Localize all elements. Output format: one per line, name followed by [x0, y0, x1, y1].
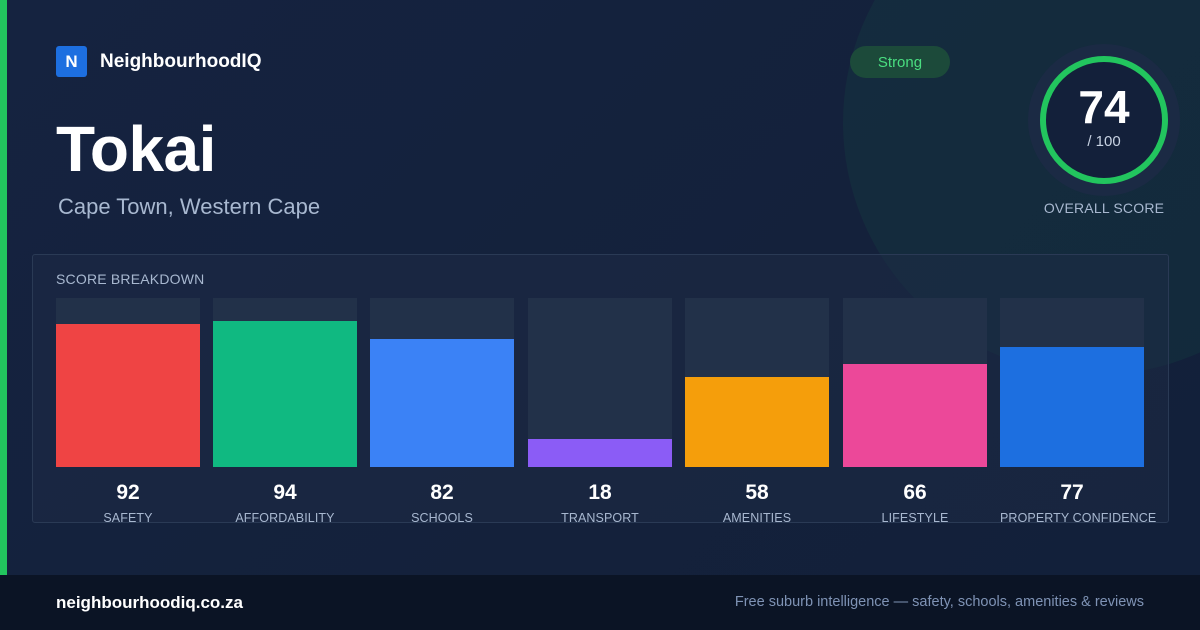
- score-bar-track: [370, 298, 514, 467]
- score-category: 66 LIFESTYLE: [843, 298, 987, 525]
- score-bar: [528, 438, 672, 467]
- score-bar: [1000, 347, 1144, 467]
- overall-score-ring: [1028, 44, 1180, 196]
- score-bar: [56, 323, 200, 467]
- score-bar-track: [213, 298, 357, 467]
- score-bar-track: [528, 298, 672, 467]
- category-label: AMENITIES: [722, 511, 792, 525]
- score-breakdown-title: SCORE BREAKDOWN: [56, 271, 205, 287]
- category-score: 94: [273, 481, 297, 504]
- brand-logo-icon: N: [56, 46, 87, 77]
- score-bar: [213, 320, 357, 467]
- footer-tagline: Free suburb intelligence — safety, schoo…: [734, 594, 1144, 610]
- category-label: SCHOOLS: [411, 511, 473, 525]
- overall-score-max: / 100: [1087, 133, 1121, 150]
- footer-url[interactable]: neighbourhoodiq.co.za: [56, 593, 243, 612]
- category-score: 58: [745, 481, 769, 504]
- category-score: 18: [588, 481, 612, 504]
- score-category: 18 TRANSPORT: [528, 298, 672, 525]
- rating-badge: Strong: [850, 46, 950, 78]
- accent-bar: [0, 0, 7, 575]
- score-category: 82 SCHOOLS: [370, 298, 514, 525]
- category-label: AFFORDABILITY: [235, 511, 335, 525]
- category-label: SAFETY: [103, 511, 153, 525]
- category-score: 82: [430, 481, 454, 504]
- category-label: PROPERTY CONFIDENCE: [1000, 511, 1157, 525]
- brand-name: NeighbourhoodIQ: [100, 50, 262, 72]
- overall-score-value: 74: [1078, 81, 1130, 133]
- category-score: 77: [1060, 481, 1084, 504]
- category-score: 66: [903, 481, 927, 504]
- score-bar: [843, 364, 987, 467]
- category-label: TRANSPORT: [561, 511, 639, 525]
- score-bar: [685, 376, 829, 467]
- score-bar-track: [685, 298, 829, 467]
- category-label: LIFESTYLE: [881, 511, 949, 525]
- score-category: 94 AFFORDABILITY: [213, 298, 357, 525]
- score-bar-track: [843, 298, 987, 467]
- score-bar: [370, 339, 514, 467]
- score-category: 58 AMENITIES: [685, 298, 829, 525]
- category-score: 92: [116, 481, 140, 504]
- brand: N NeighbourhoodIQ: [56, 46, 261, 77]
- suburb-location: Cape Town, Western Cape: [58, 194, 321, 219]
- score-bar-track: [1000, 298, 1144, 467]
- footer: [0, 575, 1200, 630]
- score-bar-track: [56, 298, 200, 467]
- score-category: 77 PROPERTY CONFIDENCE: [1000, 298, 1157, 525]
- score-category: 92 SAFETY: [56, 298, 200, 525]
- score-ring-progress: [1040, 56, 1168, 184]
- overall-score-label: OVERALL SCORE: [1043, 200, 1165, 216]
- suburb-name: Tokai: [56, 113, 216, 185]
